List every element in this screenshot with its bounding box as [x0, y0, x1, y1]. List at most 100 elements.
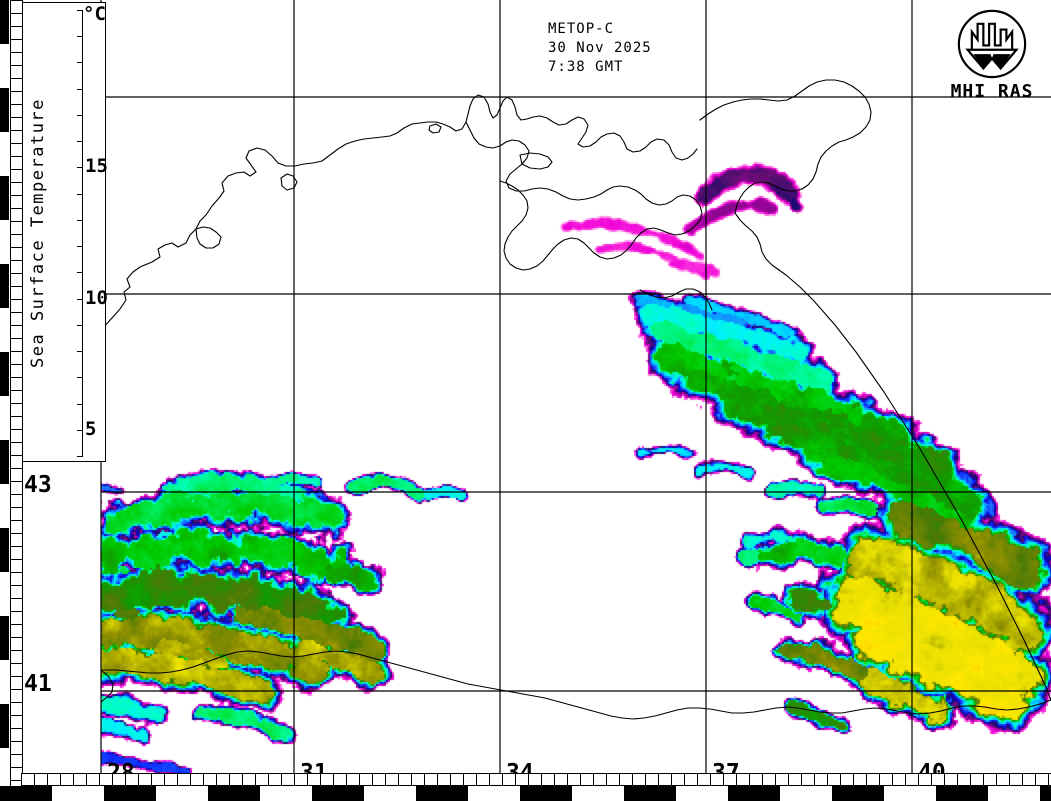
fine-tick	[489, 774, 490, 785]
coastline-segment	[280, 173, 298, 191]
colorbar-ticks	[77, 10, 83, 457]
fine-tick	[11, 143, 22, 144]
fine-tick	[11, 481, 22, 482]
fine-tick	[944, 774, 945, 785]
fine-tick	[463, 774, 464, 785]
fine-tick	[307, 774, 308, 785]
colorbar-tick	[77, 298, 83, 300]
colorbar-tick	[77, 246, 83, 248]
fine-tick	[11, 520, 22, 521]
fine-tick	[853, 774, 854, 785]
fine-tick	[11, 273, 22, 274]
scale-segment	[624, 786, 676, 801]
fine-tick	[138, 774, 139, 785]
fine-tick	[567, 774, 568, 785]
scale-segment	[0, 88, 9, 132]
fine-tick	[866, 774, 867, 785]
fine-tick	[11, 195, 22, 196]
fine-tick	[11, 429, 22, 430]
fine-tick	[632, 774, 633, 785]
fine-tick	[11, 403, 22, 404]
fine-tick	[606, 774, 607, 785]
scale-segment	[0, 786, 52, 801]
fine-tick	[268, 774, 269, 785]
fine-tick	[11, 741, 22, 742]
colorbar-tick	[77, 456, 83, 457]
organization-acronym: MHI RAS	[950, 81, 1034, 102]
coastline-segment	[519, 152, 553, 170]
fine-tick	[801, 774, 802, 785]
scale-segment	[104, 786, 156, 801]
fine-tick	[11, 39, 22, 40]
fine-tick	[892, 774, 893, 785]
fine-tick	[11, 416, 22, 417]
fine-tick	[697, 774, 698, 785]
fine-tick	[710, 774, 711, 785]
fine-tick	[827, 774, 828, 785]
fine-tick	[47, 774, 48, 785]
fine-tick	[723, 774, 724, 785]
fine-tick	[398, 774, 399, 785]
fine-tick	[11, 52, 22, 53]
colorbar-tick	[77, 272, 83, 274]
fine-tick	[11, 598, 22, 599]
fine-tick	[11, 780, 22, 781]
colorbar-tick	[77, 403, 83, 405]
fine-tick	[11, 559, 22, 560]
colorbar-tick	[77, 193, 83, 195]
fine-tick	[528, 774, 529, 785]
fine-tick	[840, 774, 841, 785]
fine-tick	[242, 774, 243, 785]
scale-segment	[208, 786, 260, 801]
fine-tick	[11, 234, 22, 235]
colorbar-tick	[77, 88, 83, 90]
fine-tick	[11, 104, 22, 105]
fine-tick	[1048, 774, 1049, 785]
fine-tick	[11, 507, 22, 508]
scale-segment	[0, 704, 9, 748]
fine-tick	[203, 774, 204, 785]
fine-tick	[34, 774, 35, 785]
fine-tick	[11, 260, 22, 261]
fine-tick	[11, 13, 22, 14]
fine-tick	[359, 774, 360, 785]
scale-segment	[312, 786, 364, 801]
coastline-segment	[100, 669, 114, 703]
coastline-segment	[465, 121, 703, 271]
fine-tick	[11, 585, 22, 586]
fine-tick	[11, 702, 22, 703]
organization-logo-block: MHI RAS	[938, 8, 1046, 102]
fine-tick	[229, 774, 230, 785]
fine-tick	[11, 650, 22, 651]
fine-tick	[11, 754, 22, 755]
latitude-label-41: 41	[24, 671, 52, 697]
fine-tick	[11, 208, 22, 209]
fine-tick	[216, 774, 217, 785]
product-info: METOP-C 30 Nov 2025 7:38 GMT	[548, 20, 652, 77]
scale-segment	[0, 528, 9, 572]
coastline-segment	[428, 123, 442, 134]
colorbar-tick	[77, 377, 83, 379]
colorbar-tick	[77, 324, 83, 326]
fine-tick	[424, 774, 425, 785]
left-fine-tick-ruler	[10, 0, 23, 786]
colorbar-tick	[77, 10, 83, 11]
fine-tick	[60, 774, 61, 785]
fine-tick	[11, 364, 22, 365]
fine-tick	[11, 169, 22, 170]
fine-tick	[411, 774, 412, 785]
coastline-segment	[699, 79, 872, 214]
fine-tick	[11, 676, 22, 677]
fine-tick	[541, 774, 542, 785]
scale-segment	[1040, 786, 1051, 801]
fine-tick	[619, 774, 620, 785]
fine-tick	[11, 299, 22, 300]
fine-tick	[437, 774, 438, 785]
latitude-label-43: 43	[24, 472, 52, 498]
scale-segment	[0, 0, 9, 44]
fine-tick	[11, 390, 22, 391]
colorbar-label-5: 5	[85, 417, 97, 440]
